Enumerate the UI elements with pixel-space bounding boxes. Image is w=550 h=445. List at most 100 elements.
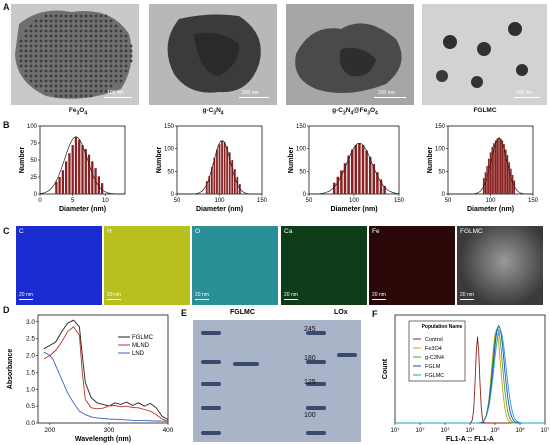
scale-label: 20 nm [19,292,33,298]
y-axis-label: Number [288,147,295,174]
y-tick-label: 1.5 [26,369,35,376]
scale-label: 20 nm [372,292,386,298]
y-tick-label: 50 [299,169,306,175]
tem-gc3n4-svg [167,14,261,93]
y-tick-label: 150 [164,124,175,130]
tem-image-fglmc: 100 nm [422,4,547,105]
series-line-lnd [43,351,169,422]
scale-bar [374,97,406,98]
y-axis-label: Absorbance [7,349,14,390]
y-axis-label: Number [427,147,434,174]
scale-bar [195,299,209,300]
mw-marker-125: 125 [304,379,316,386]
gel-bands-svg [201,331,357,435]
histogram-bar [361,145,365,194]
histogram-bar [501,140,504,194]
element-map-label: Fe [372,228,380,235]
scale-bar [514,97,540,98]
element-map-label: Ca [284,228,293,235]
histogram-bar [350,149,354,194]
element-map-label: H [107,228,112,235]
y-tick-label: 100 [27,124,38,130]
histogram-bar [84,149,87,194]
y-tick-label: 50 [438,169,445,175]
image-label-gc3n4-fe3o4: g-C3N4@Fe3O4 [332,107,378,117]
scale-bar [460,299,474,300]
y-tick-label: 0.0 [26,420,35,427]
histogram-bar [513,180,516,194]
y-tick-label: 3.0 [26,319,35,326]
y-axis-label: Number [156,147,163,174]
tem-fe3o4-svg [15,10,133,99]
histogram-bar [488,158,490,194]
x-tick-label: 100 [485,198,496,204]
uv-absorbance-chart: 200 300 400 0.0 0.5 1.0 1.5 2.0 2.5 3.0 Wavelength… [7,314,174,443]
histogram-bar [213,157,216,194]
fit-curve [39,136,125,195]
x-axis-label: FL1-A :: FL1-A [446,436,494,443]
legend-label: FGLM [425,364,441,370]
x-tick-label: 100 [349,198,360,204]
y-tick-label: 25 [30,175,37,181]
x-axis-label: Diameter (nm) [467,206,514,213]
histogram-bar [228,152,231,194]
scale-label: 20 nm [284,292,298,298]
histogram-bar [74,136,78,194]
y-tick-label: 150 [435,124,446,130]
histogram-bar [236,176,239,194]
mw-marker-245: 245 [304,326,316,333]
scale-label: 100 nm [516,90,533,96]
gel-header-lox: LOx [334,309,348,316]
histogram-bar [358,143,361,194]
histogram-bar [91,161,94,194]
histogram-bar [216,149,218,194]
legend-label: Control [425,337,443,343]
histogram-bar [87,154,91,194]
element-map-ca: Ca 20 nm [281,226,367,305]
histogram-bar [58,177,61,194]
y-tick-label: 100 [164,147,175,153]
y-tick-label: 0.5 [26,403,35,410]
x-axis-label: Diameter (nm) [59,206,106,213]
x-tick-label: 150 [257,198,268,204]
histogram-bar [489,152,492,194]
histogram-bar [506,155,509,194]
tem-image-gc3n4: 200 nm [149,4,277,105]
histogram-bar [499,138,502,194]
scale-label: 20 nm [460,292,474,298]
histogram-bar [383,185,386,194]
panel-e-letter: E [181,308,188,318]
x-tick-label: 101 [391,426,401,434]
y-tick-label: 75 [30,141,37,147]
panel-c-letter: C [3,226,10,236]
histogram-bar [491,146,493,194]
scale-bar [284,299,298,300]
tem-fglmc-svg [436,22,528,88]
series-line-fglmc [43,319,169,420]
x-tick-label: 150 [528,198,539,204]
tem-gc3n4-fe3o4-svg [295,23,402,93]
histogram-bar [97,176,100,194]
histogram-bar [498,137,500,194]
histogram-bar [510,168,512,194]
histogram-bar [343,163,347,194]
tem-image-gc3n4-fe3o4: 200 nm [286,4,414,105]
histogram-bar [231,160,234,194]
legend-box [408,320,466,382]
image-label-gc3n4: g-C3N4 [202,107,224,117]
scale-label: 100 nm [107,90,124,96]
element-map-fglmc: FGLMC 20 nm [457,226,543,305]
histogram-bar [376,172,379,194]
scale-bar [372,299,386,300]
legend-label: Fe3O4 [425,346,442,352]
histogram-bar [208,175,211,194]
x-tick-label: 50 [174,198,181,204]
histogram-bar [65,161,68,194]
histogram-bar [71,145,74,194]
histogram-bar [210,166,213,194]
element-map-h: H 20 nm [104,226,190,305]
histogram-bar [347,155,350,194]
